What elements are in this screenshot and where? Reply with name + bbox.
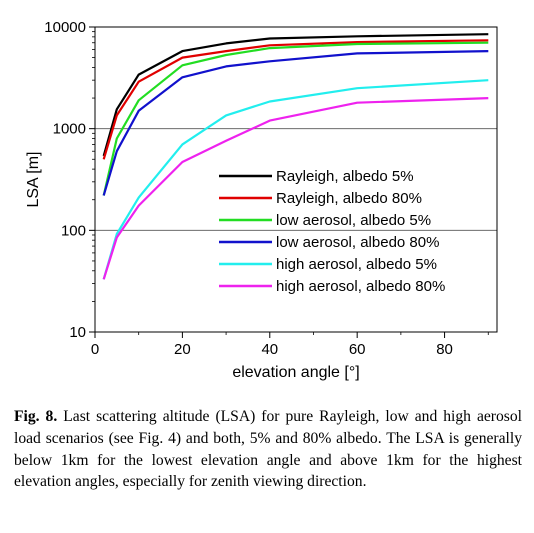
x-tick-label-0: 0 [91, 341, 99, 358]
x-tick-label-20: 20 [174, 341, 191, 358]
x-tick-label-40: 40 [261, 341, 278, 358]
legend-label-4: low aerosol, albedo 80% [276, 234, 439, 251]
series-line-1 [102, 33, 489, 157]
legend-label-6: high aerosol, albedo 80% [276, 278, 445, 295]
legend-label-5: high aerosol, albedo 5% [276, 256, 437, 273]
grid-lines [95, 128, 497, 231]
axis-ticks: 10 100 1000 10000 0 20 40 60 80 [44, 19, 489, 358]
legend-label-1: Rayleigh, albedo 5% [276, 168, 414, 185]
caption-text: Last scattering altitude (LSA) for pure … [14, 408, 522, 491]
plot-frame [94, 26, 498, 333]
series-line-4 [102, 50, 489, 196]
figure-caption: Fig. 8. Last scattering altitude (LSA) f… [14, 406, 522, 493]
y-axis-title: LSA [m] [25, 151, 42, 207]
legend-label-3: low aerosol, albedo 5% [276, 212, 431, 229]
series-line-6 [102, 97, 489, 280]
lsa-chart: 10 100 1000 10000 0 20 40 60 80 LSA [m] elevatio… [25, 19, 498, 381]
series-line-2 [102, 39, 489, 160]
y-tick-label-100: 100 [61, 222, 86, 239]
legend-label-2: Rayleigh, albedo 80% [276, 190, 422, 207]
x-tick-label-60: 60 [349, 341, 366, 358]
series-line-3 [102, 41, 489, 196]
caption-label: Fig. 8. [14, 408, 58, 425]
x-axis-title: elevation angle [°] [232, 364, 359, 381]
series-lines [102, 33, 489, 280]
y-tick-label-1000: 1000 [53, 121, 86, 138]
x-tick-label-80: 80 [436, 341, 453, 358]
y-tick-label-10: 10 [69, 324, 86, 341]
legend: Rayleigh, albedo 5% Rayleigh, albedo 80% l… [219, 168, 445, 295]
series-line-5 [102, 79, 489, 280]
y-tick-label-10000: 10000 [44, 19, 86, 36]
